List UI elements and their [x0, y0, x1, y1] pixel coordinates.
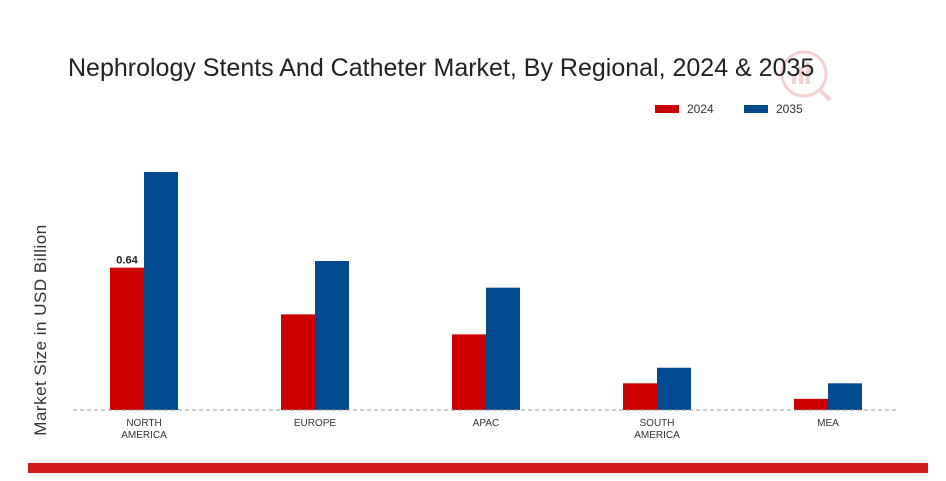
- x-tick-apac: APAC: [473, 418, 500, 429]
- data-label-north-america-2024: 0.64: [116, 255, 138, 267]
- legend-swatch-2035: [744, 105, 768, 113]
- y-axis-label: Market Size in USD Billion: [31, 224, 50, 435]
- data-labels: 0.64: [116, 255, 138, 267]
- bar-south-america-2024: [623, 383, 657, 410]
- chart-title: Nephrology Stents And Catheter Market, B…: [68, 54, 814, 82]
- bar-mea-2035: [828, 383, 862, 410]
- legend-label-2035: 2035: [776, 102, 803, 116]
- bar-south-america-2035: [657, 367, 691, 410]
- legend-swatch-2024: [655, 105, 679, 113]
- legend: 2024 2035: [655, 102, 803, 116]
- bar-europe-2024: [281, 314, 315, 410]
- x-tick-mea: MEA: [817, 418, 839, 429]
- bars-layer: [110, 172, 862, 410]
- x-tick-south-america: SOUTH AMERICA: [634, 418, 680, 441]
- x-tick-europe: EUROPE: [294, 418, 337, 429]
- bar-mea-2024: [794, 398, 828, 410]
- chart-frame: Nephrology Stents And Catheter Market, B…: [28, 22, 928, 462]
- bar-north-america-2024: [110, 267, 144, 410]
- bottom-accent-bar: [28, 463, 928, 473]
- bar-chart: Nephrology Stents And Catheter Market, B…: [31, 50, 898, 441]
- x-tick-labels: NORTH AMERICA EUROPE APAC SOUTH AMERICA MEA: [121, 418, 839, 441]
- watermark-logo: [780, 50, 832, 102]
- bar-north-america-2035: [144, 172, 178, 410]
- bar-europe-2035: [315, 260, 349, 410]
- bar-apac-2024: [452, 334, 486, 410]
- bar-apac-2035: [486, 287, 520, 410]
- x-tick-north-america: NORTH AMERICA: [121, 418, 167, 441]
- legend-label-2024: 2024: [687, 102, 714, 116]
